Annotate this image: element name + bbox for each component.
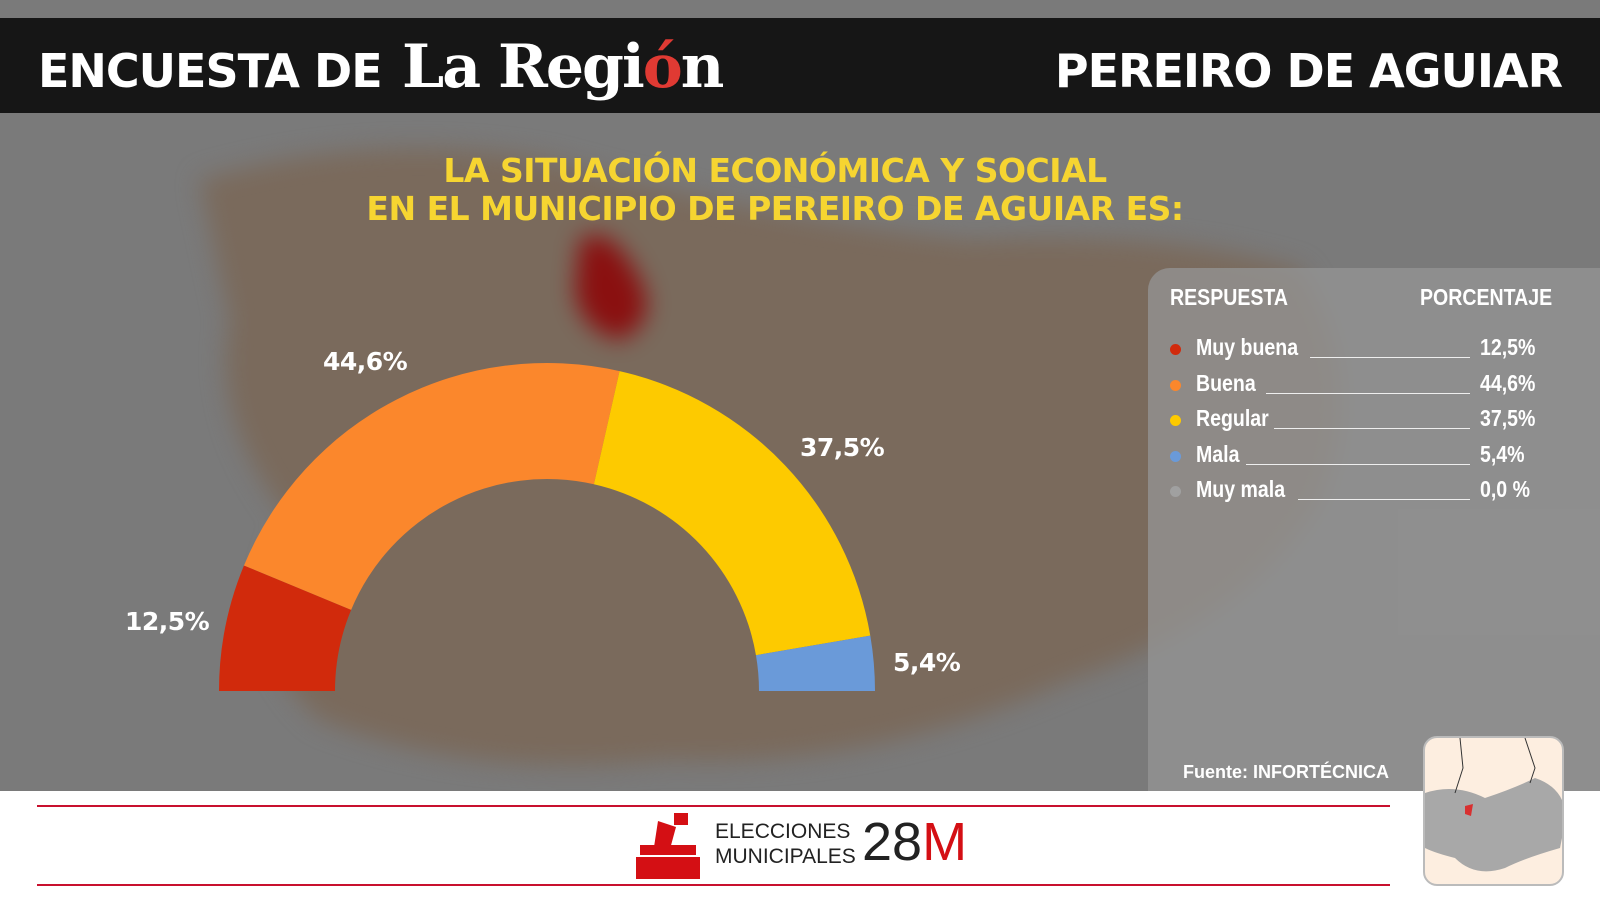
legend-item: Buena 44,6%	[1170, 369, 1535, 400]
ballot-box-icon	[636, 813, 700, 879]
election-date: 28M	[862, 812, 968, 872]
legend-dot	[1170, 450, 1181, 462]
la-region-logo: La Región	[402, 32, 724, 102]
municipality-name: PEREIRO DE AGUIAR	[1054, 44, 1563, 98]
header: ENCUESTA DE La Región PEREIRO DE AGUIAR	[0, 18, 1600, 113]
legend-value: 0,0 %	[1480, 476, 1531, 502]
divider	[37, 805, 1390, 807]
legend-label: Muy mala	[1196, 476, 1286, 502]
legend-label: Mala	[1196, 440, 1240, 467]
chart-title: LA SITUACIÓN ECONÓMICA Y SOCIAL EN EL MU…	[366, 151, 1184, 228]
legend-value: 12,5%	[1480, 334, 1536, 360]
legend-header-porcentaje: PORCENTAJE	[1420, 284, 1553, 310]
slice-buena	[243, 363, 620, 610]
legend-item: Regular 37,5%	[1170, 405, 1535, 435]
legend-panel: RESPUESTA PORCENTAJE Muy buena 12,5% Bue…	[1148, 268, 1600, 792]
data-label: 44,6%	[323, 347, 408, 376]
elections-label: ELECCIONES MUNICIPALES	[715, 820, 856, 868]
legend-label: Buena	[1196, 369, 1256, 396]
legend-item: Muy buena 12,5%	[1170, 334, 1535, 364]
legend-header-respuesta: RESPUESTA	[1170, 284, 1289, 310]
leader-line	[1246, 463, 1470, 465]
source: Fuente: INFORTÉCNICA	[1183, 762, 1389, 782]
legend-dot	[1170, 486, 1181, 497]
slice-muy-buena	[219, 565, 352, 691]
leader-line	[1274, 428, 1470, 429]
leader-line	[1298, 499, 1470, 500]
slice-regular	[593, 371, 871, 656]
header-title: ENCUESTA DE	[38, 44, 383, 98]
data-label: 5,4%	[893, 648, 961, 677]
legend-label: Muy buena	[1196, 334, 1299, 360]
legend-value: 5,4%	[1480, 440, 1525, 467]
locator-map	[1423, 736, 1564, 886]
legend-item: Mala 5,4%	[1170, 441, 1530, 471]
legend-dot	[1170, 415, 1181, 426]
legend-item: Muy mala 0,0 %	[1170, 476, 1530, 506]
slice-mala	[755, 635, 876, 691]
data-label: 37,5%	[800, 433, 885, 462]
legend-dot	[1170, 344, 1181, 355]
legend-dot	[1170, 379, 1181, 391]
legend-value: 37,5%	[1480, 405, 1536, 431]
divider	[37, 884, 1390, 886]
data-label: 12,5%	[125, 607, 210, 636]
leader-line	[1310, 357, 1470, 358]
footer: ELECCIONES MUNICIPALES 28M	[0, 791, 1600, 900]
legend-value: 44,6%	[1480, 369, 1536, 396]
legend-label: Regular	[1196, 405, 1269, 431]
leader-line	[1266, 392, 1470, 394]
